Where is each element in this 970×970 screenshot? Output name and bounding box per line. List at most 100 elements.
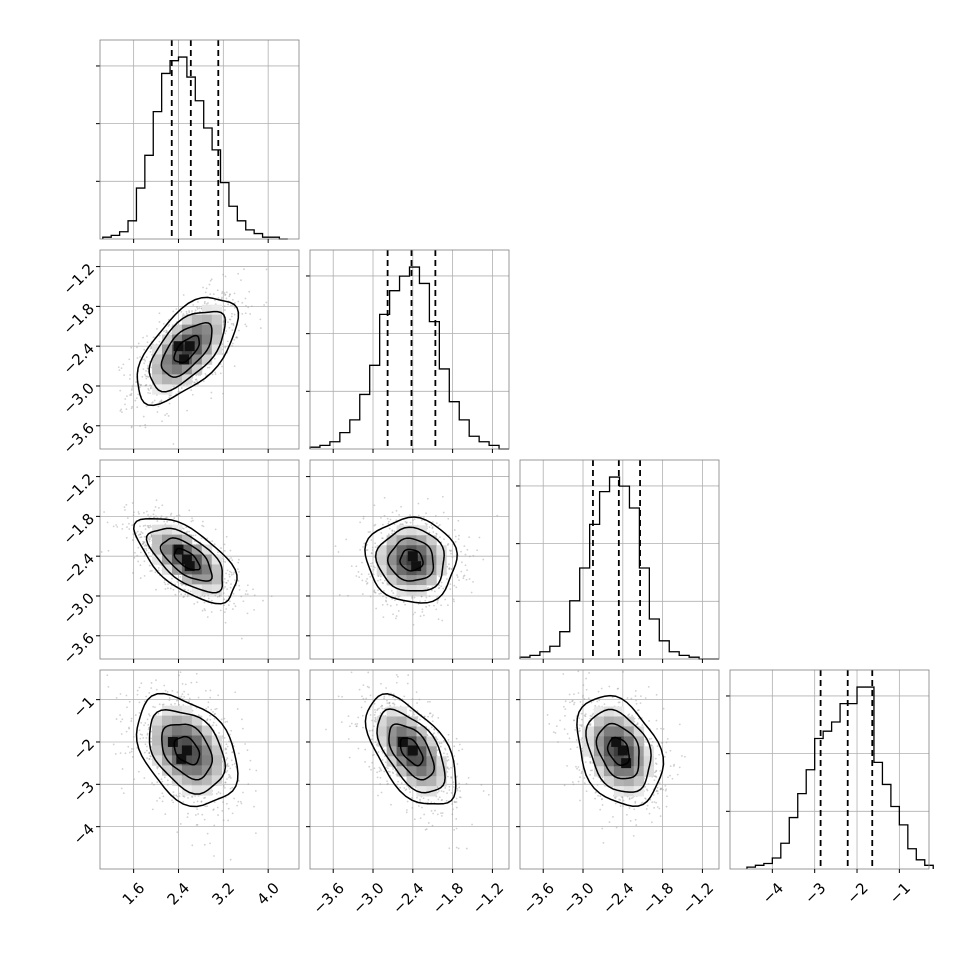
density-cell — [162, 705, 173, 717]
scatter-point — [388, 702, 391, 705]
scatter-point — [180, 695, 183, 698]
scatter-point — [594, 797, 596, 800]
scatter-point — [173, 517, 176, 520]
scatter-point — [230, 729, 233, 732]
scatter-point — [337, 551, 340, 553]
scatter-point — [412, 519, 414, 522]
scatter-point — [204, 291, 207, 294]
scatter-point — [583, 777, 586, 779]
density-cell — [396, 525, 407, 536]
density-cell — [162, 715, 173, 726]
scatter-point — [399, 523, 402, 526]
scatter-point — [148, 751, 151, 754]
scatter-point — [236, 708, 239, 710]
scatter-point — [195, 824, 198, 826]
scatter-point — [387, 782, 389, 785]
scatter-point — [618, 798, 621, 801]
scatter-point — [212, 293, 215, 295]
scatter-point — [160, 399, 163, 402]
scatter-point — [226, 762, 229, 765]
scatter-point — [165, 329, 168, 332]
scatter-point — [231, 812, 234, 815]
scatter-point — [106, 674, 109, 677]
scatter-point — [448, 568, 451, 570]
scatter-point — [130, 394, 133, 396]
contour-line — [399, 548, 424, 572]
scatter-point — [383, 589, 385, 592]
scatter-point — [441, 812, 444, 814]
density-cell — [191, 354, 203, 365]
scatter-point — [416, 717, 419, 720]
scatter-point — [373, 504, 376, 507]
scatter-point — [414, 611, 416, 614]
density-cell — [191, 785, 203, 796]
scatter-point — [214, 528, 217, 531]
scatter-point — [237, 272, 240, 275]
scatter-point — [383, 697, 385, 700]
scatter-point — [132, 572, 134, 574]
scatter-point — [425, 605, 428, 608]
scatter-point — [423, 715, 426, 718]
scatter-point — [458, 782, 461, 785]
scatter-point — [383, 514, 386, 517]
scatter-point — [416, 715, 419, 718]
density-cell — [162, 544, 173, 555]
density-cell — [376, 726, 388, 737]
scatter-point — [355, 575, 358, 577]
scatter-point — [214, 373, 217, 376]
scatter-point — [370, 562, 372, 565]
scatter-point — [133, 778, 136, 781]
scatter-point — [137, 511, 140, 513]
hist-panel-0 — [96, 40, 299, 240]
scatter-point — [391, 532, 393, 535]
scatter-point — [382, 595, 384, 598]
density-cell — [396, 706, 407, 717]
scatter-point — [228, 773, 230, 776]
scatter-point — [428, 526, 431, 529]
density-peak-cell — [179, 354, 190, 365]
scatter-point — [232, 592, 235, 595]
panel-content — [310, 670, 509, 869]
scatter-point — [132, 384, 135, 387]
scatter-point — [201, 813, 204, 816]
scatter-point — [665, 788, 668, 791]
scatter-point — [156, 781, 159, 784]
scatter-point — [146, 335, 148, 337]
scatter-point — [125, 536, 128, 539]
scatter-point — [395, 681, 398, 684]
density-cell — [416, 786, 427, 797]
scatter-point — [206, 616, 209, 618]
scatter-point — [453, 745, 456, 748]
scatter-point — [419, 615, 422, 618]
scatter-point — [139, 525, 141, 528]
scatter-point — [425, 512, 427, 515]
scatter-point — [224, 747, 227, 750]
scatter-point — [178, 674, 180, 677]
scatter-point — [221, 290, 224, 293]
scatter-point — [369, 531, 371, 533]
scatter-point — [370, 552, 373, 554]
scatter-point — [382, 616, 385, 619]
scatter-point — [397, 780, 400, 783]
scatter-point — [176, 581, 179, 583]
scatter-point — [379, 776, 382, 779]
scatter-point — [149, 755, 152, 757]
scatter-point — [145, 737, 148, 739]
scatter-point — [148, 389, 150, 391]
scatter-point — [204, 805, 207, 808]
scatter-point — [369, 714, 372, 716]
scatter-point — [146, 749, 148, 752]
scatter-point — [229, 293, 231, 296]
contour-line — [173, 334, 201, 364]
scatter-point — [391, 529, 394, 532]
density-cell — [201, 745, 213, 756]
scatter-point — [227, 595, 230, 598]
scatter-point — [169, 513, 172, 516]
scatter-point — [145, 544, 148, 547]
density-cell — [416, 736, 427, 747]
scatter-point — [363, 542, 366, 545]
scatter-point — [149, 350, 152, 353]
scatter-point — [392, 768, 394, 770]
scatter-point — [375, 607, 378, 610]
density-cell — [191, 755, 203, 766]
